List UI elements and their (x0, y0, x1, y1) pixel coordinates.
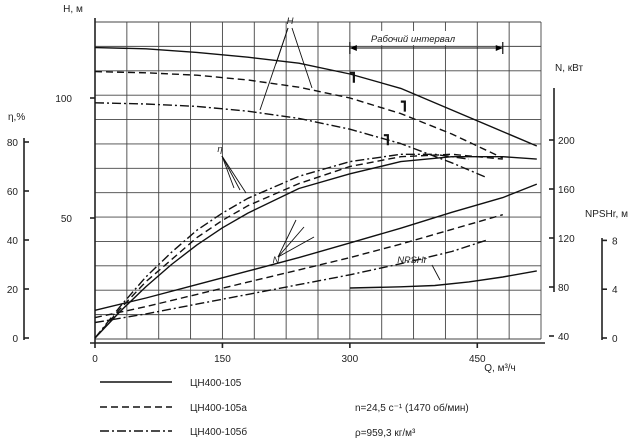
eta-tick-label: 0 (12, 334, 18, 345)
speed-note: n=24,5 с⁻¹ (1470 об/мин) (355, 402, 469, 414)
curve-eta-dashed (94, 153, 503, 339)
leader-H (275, 27, 289, 65)
curve-N-dashdot (94, 239, 487, 324)
label-N: N (273, 255, 280, 266)
leader-N (277, 219, 297, 258)
legend-label: ЦН400-105б (190, 426, 247, 438)
label-H: H (287, 16, 294, 27)
work-range-label: Рабочий интервал (371, 34, 456, 45)
x-tick-label: 150 (214, 354, 231, 365)
range-marker (349, 71, 355, 83)
curves (94, 46, 538, 339)
range-marker (383, 134, 389, 146)
curve-N-dashed (94, 214, 503, 319)
annotations: Рабочий интервал Hη N NPSHr (217, 16, 504, 281)
axis-title-N: N, кВт (555, 63, 583, 74)
axis-title-Q: Q, м³/ч (484, 363, 516, 374)
leader-NPSH (431, 264, 441, 281)
H-tick-label: 50 (61, 214, 73, 225)
curve-H-dashdot (94, 102, 487, 178)
leader-eta (221, 155, 235, 189)
axis-title-eta: η,% (8, 112, 25, 123)
curve-eta-solid (94, 155, 537, 339)
leader-N (277, 236, 315, 258)
N-tick-label: 40 (558, 332, 570, 343)
grid (94, 21, 542, 340)
curve-eta-dashdot (94, 153, 469, 339)
work-range-arrow-left (349, 45, 357, 51)
NPSH-tick-label: 0 (612, 334, 618, 345)
N-tick-label: 200 (558, 136, 575, 147)
range-marker (400, 100, 406, 112)
leader-eta (221, 155, 241, 191)
legend-label: ЦН400-105 (190, 378, 242, 389)
work-range-arrow-right (495, 45, 503, 51)
x-tick-label: 450 (469, 354, 486, 365)
N-tick-label: 120 (558, 234, 575, 245)
curve-H-dashed (94, 70, 504, 159)
curve-N-solid (94, 183, 538, 311)
axes (23, 18, 607, 348)
eta-tick-label: 80 (7, 138, 19, 149)
label-NPSH: NPSHr (397, 255, 427, 266)
curve-NPSH-solid (349, 270, 537, 289)
work-range-label-bg (364, 31, 462, 45)
leader-eta (221, 155, 247, 194)
density-note: ρ=959,3 кг/м³ (355, 428, 416, 439)
eta-tick-label: 60 (7, 187, 19, 198)
label-eta: η (217, 144, 222, 155)
x-tick-label: 300 (342, 354, 359, 365)
leader-H (291, 27, 313, 89)
NPSH-tick-label: 4 (612, 285, 618, 296)
curve-H-solid (94, 46, 538, 147)
leader-N (277, 226, 305, 258)
eta-tick-label: 20 (7, 285, 19, 296)
N-tick-label: 80 (558, 283, 570, 294)
H-tick-label: 100 (55, 94, 72, 105)
tick-labels: 0 150 300 450 50 100 0 20 40 60 80 40 80 120 160 200 0 4 8… (7, 4, 628, 374)
NPSH-tick-label: 8 (612, 236, 618, 247)
axis-title-NPSH: NPSHr, м (585, 209, 628, 220)
N-tick-label: 160 (558, 185, 575, 196)
x-tick-label: 0 (92, 354, 98, 365)
eta-tick-label: 40 (7, 236, 19, 247)
legend-label: ЦН400-105а (190, 403, 247, 414)
axis-title-H: Н, м (63, 4, 83, 15)
legend: ЦН400-105 ЦН400-105а ЦН400-105б n=24,5 с⁻¹ … (100, 378, 469, 439)
